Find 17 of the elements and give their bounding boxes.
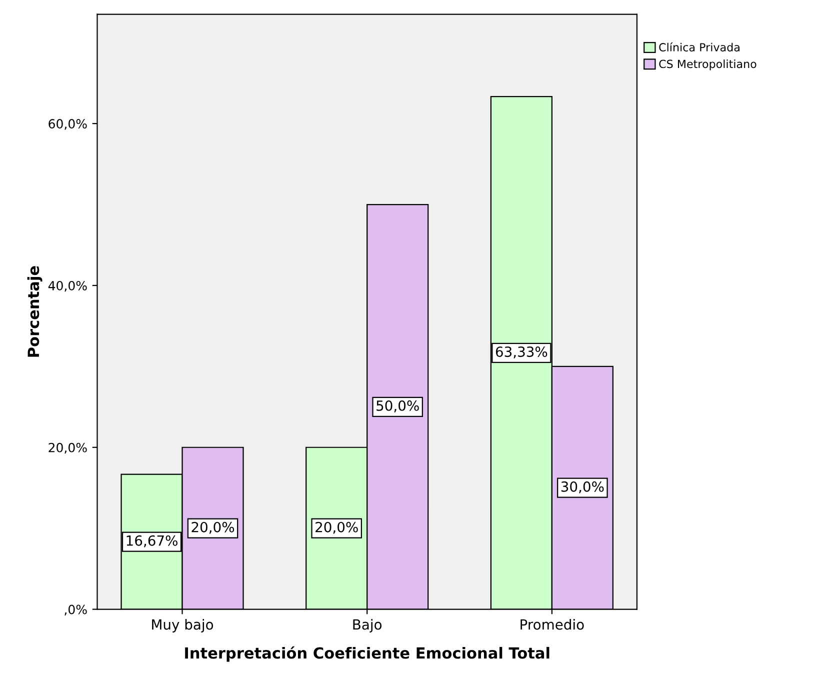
x-tick-label: Muy bajo bbox=[152, 619, 214, 632]
data-label: 63,33% bbox=[496, 346, 548, 358]
y-tick-label: 20,0% bbox=[48, 442, 87, 454]
legend-label: CS Metropolitiano bbox=[659, 60, 756, 70]
y-axis-title: Porcentaje bbox=[27, 266, 42, 357]
data-label: 20,0% bbox=[316, 522, 358, 534]
x-tick-label: Bajo bbox=[353, 619, 382, 632]
x-tick-label: Promedio bbox=[520, 619, 584, 630]
legend-label: Clínica Privada bbox=[659, 42, 740, 52]
y-tick-label: 60,0% bbox=[48, 119, 87, 130]
y-tick-label: ,0% bbox=[64, 604, 87, 616]
data-label: 30,0% bbox=[561, 481, 604, 494]
data-label: 50,0% bbox=[376, 400, 419, 412]
x-axis-title: Interpretación Coeficiente Emocional Total bbox=[185, 646, 550, 662]
data-label: 16,67% bbox=[126, 535, 178, 548]
data-label: 20,0% bbox=[192, 522, 234, 534]
y-tick-label: 40,0% bbox=[48, 280, 87, 292]
